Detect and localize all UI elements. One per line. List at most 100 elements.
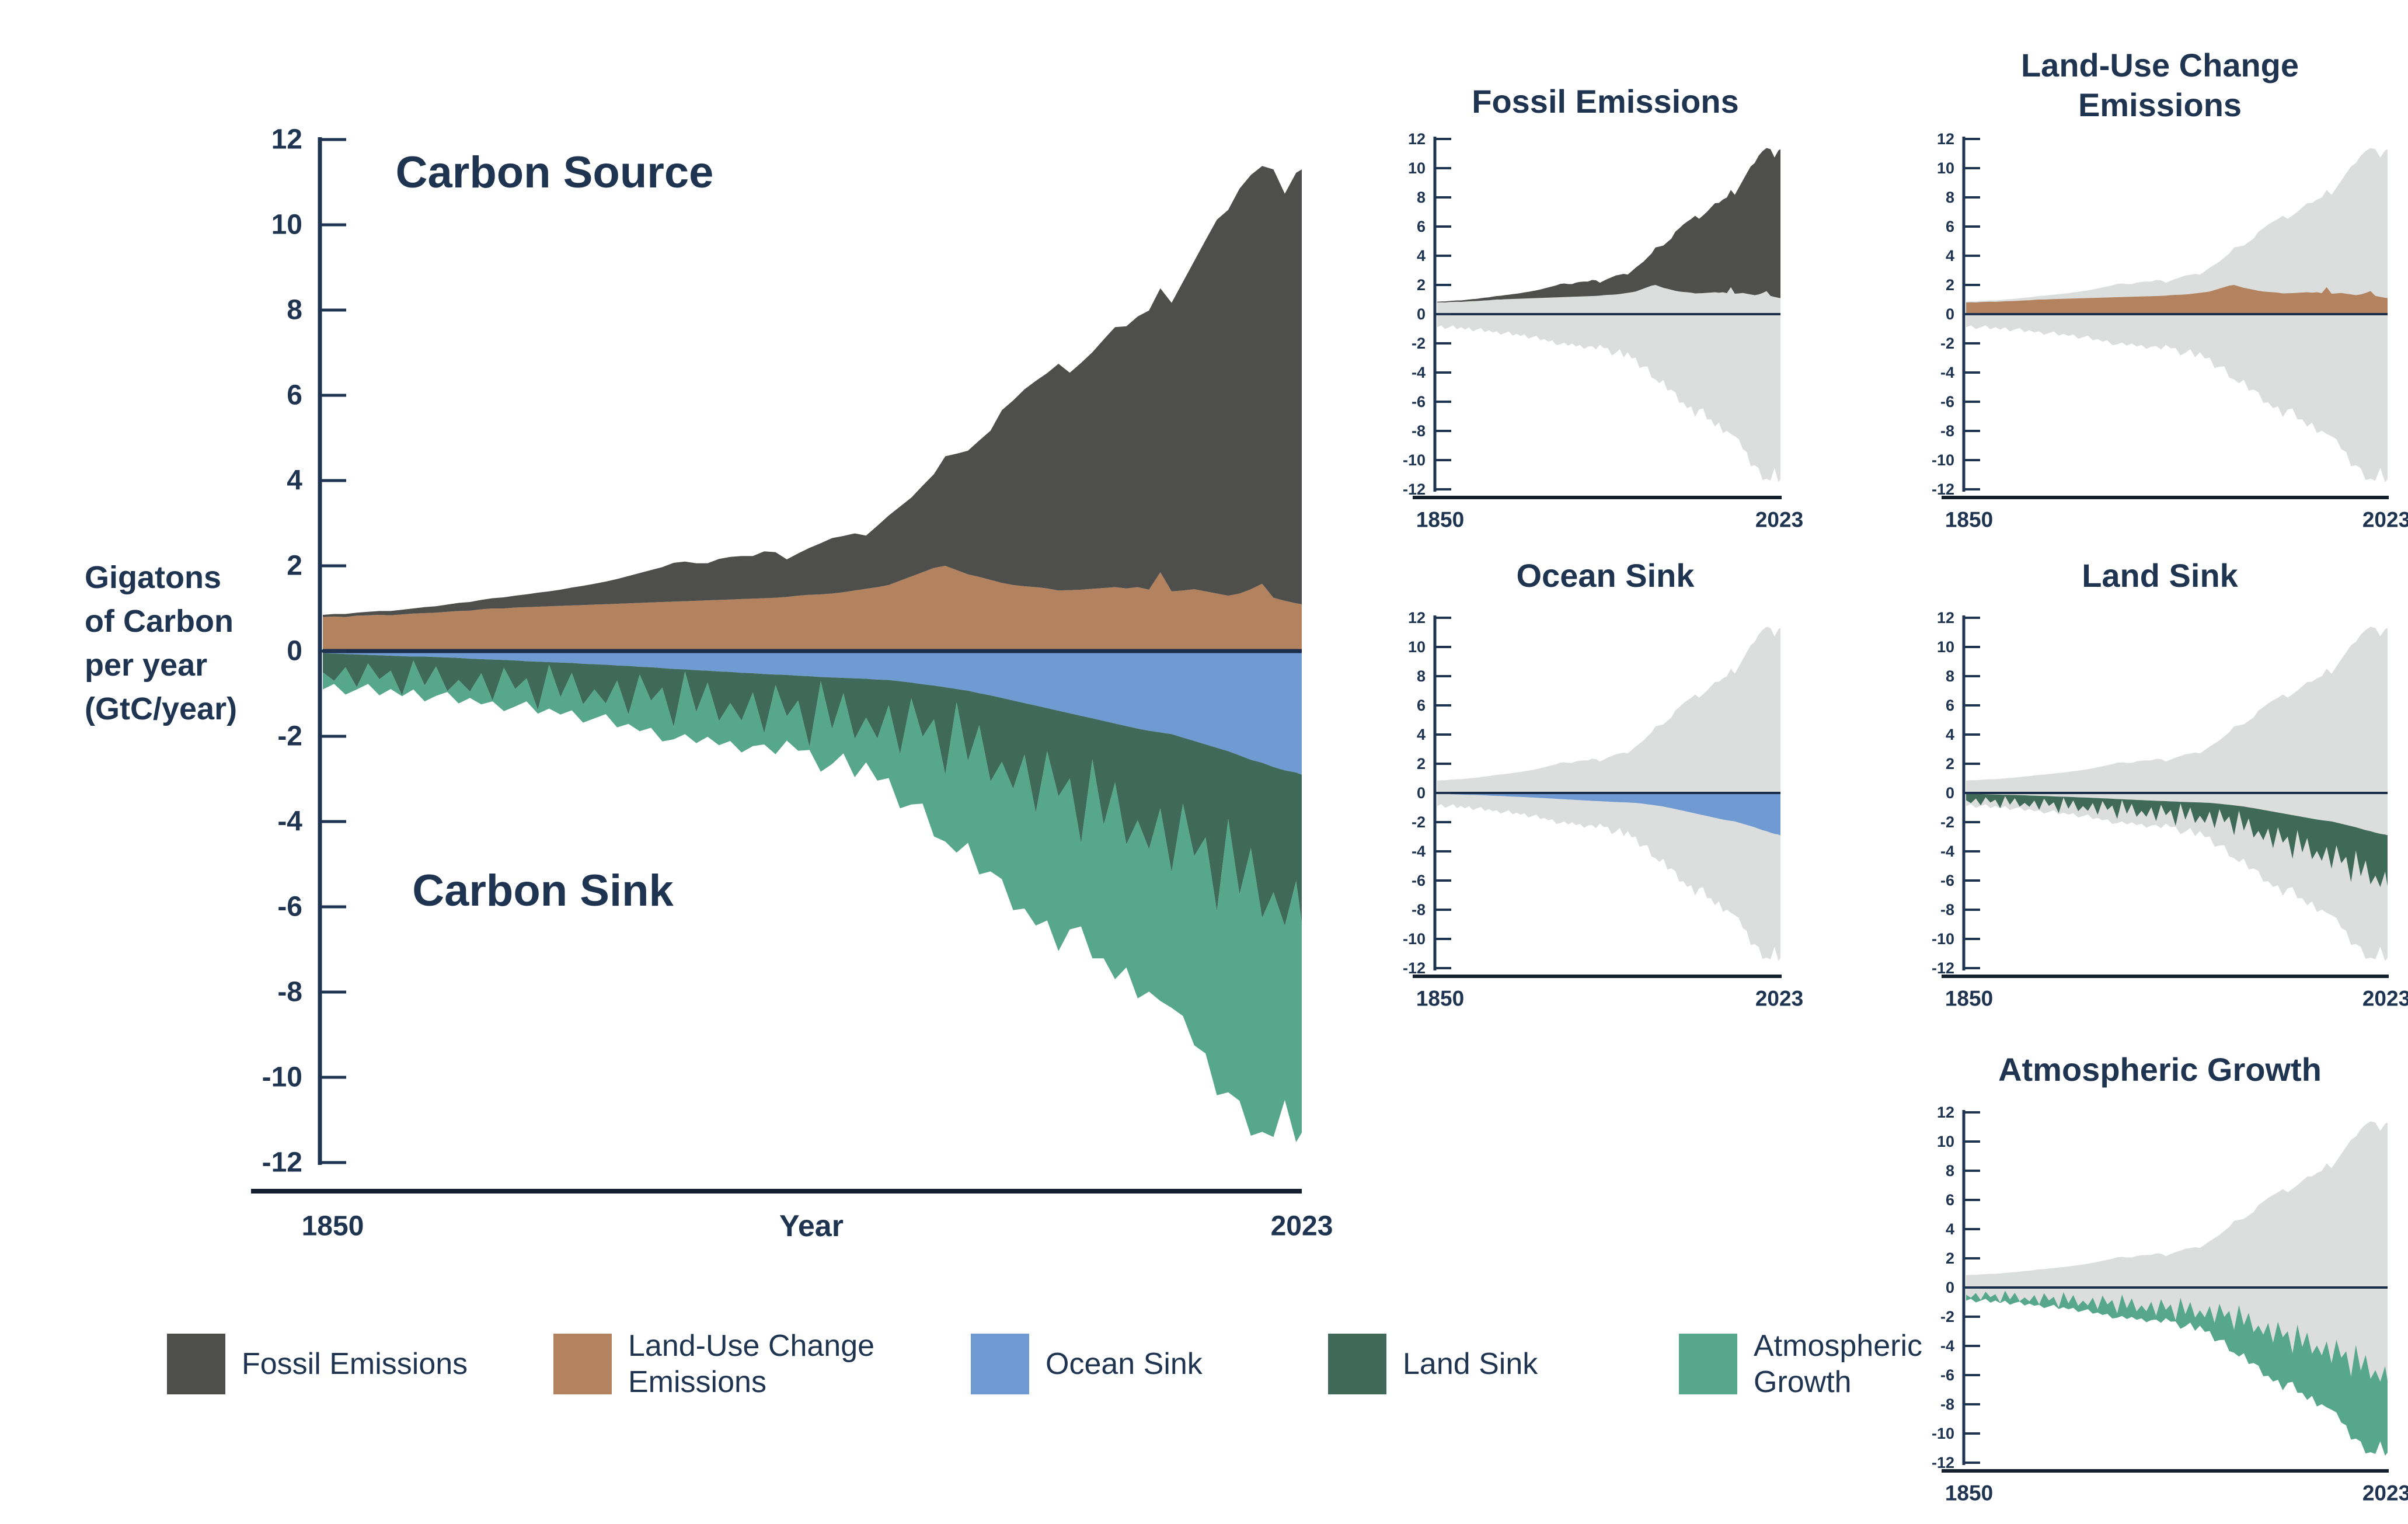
y-tick-label: 2 bbox=[1417, 276, 1426, 294]
y-tick-label: -12 bbox=[1403, 959, 1426, 977]
legend-swatch-atm bbox=[1679, 1334, 1737, 1394]
y-tick-label: -2 bbox=[1940, 335, 1954, 352]
area-fossil bbox=[323, 166, 1302, 617]
y-tick-label: 4 bbox=[1946, 1220, 1954, 1238]
y-axis-title-line: of Carbon bbox=[85, 604, 234, 639]
area-ocean bbox=[323, 651, 1302, 775]
carbon-sink-title: Carbon Sink bbox=[412, 866, 674, 916]
y-tick-label: 10 bbox=[1937, 159, 1954, 177]
y-tick-label: 12 bbox=[1408, 609, 1426, 627]
y-tick-label: 6 bbox=[287, 380, 302, 411]
legend-item-luc: Land-Use Change Emissions bbox=[553, 1329, 908, 1399]
x-tick-label: 2023 bbox=[1271, 1211, 1333, 1242]
y-axis-title: Gigatons of Carbon per year (GtC/year) bbox=[85, 556, 295, 731]
y-tick-label: 2 bbox=[1946, 755, 1954, 773]
y-tick-label: -4 bbox=[277, 806, 302, 837]
y-tick-label: -2 bbox=[1412, 335, 1426, 352]
y-tick-label: 0 bbox=[1417, 305, 1426, 323]
x-tick-label: 2023 bbox=[2362, 987, 2408, 1011]
y-tick-label: 4 bbox=[1946, 726, 1954, 743]
chart-atm-svg: 12 10 8 6 4 2 0 -2 -4 -6 -8 -10 -12 1850 2023 bbox=[1932, 1104, 2408, 1505]
area-luc bbox=[323, 566, 1302, 651]
chart-land-svg: 12 10 8 6 4 2 0 -2 -4 -6 -8 -10 -12 1850 2023 bbox=[1932, 609, 2408, 1011]
y-tick-label: -12 bbox=[1932, 1454, 1954, 1471]
x-axis-title: Year bbox=[779, 1209, 844, 1243]
small-chart-title-atm: Atmospheric Growth bbox=[1998, 1051, 2322, 1088]
legend-item-atm: Atmospheric Growth bbox=[1679, 1329, 1958, 1399]
y-tick-label: 0 bbox=[1417, 784, 1426, 802]
y-tick-label: 10 bbox=[1937, 1133, 1954, 1150]
x-tick-label: 2023 bbox=[2362, 508, 2408, 532]
x-tick-label: 2023 bbox=[1755, 987, 1803, 1011]
area-fossil-highlight bbox=[1437, 148, 1780, 302]
y-tick-label: -6 bbox=[1940, 393, 1954, 410]
area-ocean-highlight bbox=[1437, 793, 1780, 836]
small-chart-title-land: Land Sink bbox=[2082, 557, 2238, 594]
area-atm-highlight bbox=[1966, 1290, 2388, 1456]
legend-swatch-ocean bbox=[971, 1334, 1029, 1394]
legend-swatch-luc bbox=[553, 1334, 612, 1394]
legend-item-land: Land Sink bbox=[1328, 1334, 1584, 1394]
y-tick-label: -10 bbox=[1403, 451, 1426, 469]
y-tick-label: -4 bbox=[1940, 843, 1954, 860]
y-tick-label: 12 bbox=[1937, 130, 1954, 148]
y-tick-label: -4 bbox=[1412, 364, 1426, 381]
y-tick-label: 2 bbox=[1946, 276, 1954, 294]
y-tick-label: -8 bbox=[1940, 1396, 1954, 1413]
y-tick-label: -2 bbox=[1412, 813, 1426, 831]
area-source-muted bbox=[1437, 627, 1780, 793]
area-atm bbox=[323, 660, 1302, 1142]
y-tick-label: 6 bbox=[1417, 697, 1426, 714]
x-tick-label: 2023 bbox=[2362, 1481, 2408, 1505]
y-tick-label: -12 bbox=[1932, 959, 1954, 977]
y-tick-label: 4 bbox=[1417, 247, 1426, 265]
area-land bbox=[323, 653, 1302, 926]
y-tick-label: 2 bbox=[1946, 1250, 1954, 1267]
x-tick-label: 1850 bbox=[1945, 508, 1993, 532]
y-tick-label: -6 bbox=[277, 892, 302, 923]
y-tick-label: 6 bbox=[1946, 1191, 1954, 1209]
x-tick-label: 1850 bbox=[1945, 987, 1993, 1011]
y-tick-label: 0 bbox=[287, 636, 302, 667]
y-tick-label: -8 bbox=[1940, 422, 1954, 440]
y-tick-label: 12 bbox=[1408, 130, 1426, 148]
y-tick-label: -2 bbox=[1940, 1308, 1954, 1325]
legend-label-land: Land Sink bbox=[1403, 1347, 1538, 1381]
small-chart-title-luc: Land-Use Change Emissions bbox=[2020, 47, 2299, 123]
x-tick-label: 1850 bbox=[302, 1211, 364, 1242]
y-tick-label: 12 bbox=[1937, 1104, 1954, 1121]
y-tick-label: 6 bbox=[1946, 697, 1954, 714]
y-tick-label: 0 bbox=[1946, 1279, 1954, 1296]
area-sink-muted bbox=[1437, 793, 1780, 961]
y-tick-label: -8 bbox=[1412, 422, 1426, 440]
y-tick-label: 2 bbox=[287, 551, 302, 582]
y-tick-label: -4 bbox=[1412, 843, 1426, 860]
y-tick-label: 10 bbox=[1408, 159, 1426, 177]
y-tick-label: 0 bbox=[1946, 784, 1954, 802]
legend-label-fossil: Fossil Emissions bbox=[242, 1347, 468, 1381]
x-tick-label: 1850 bbox=[1416, 987, 1464, 1011]
legend-swatch-fossil bbox=[167, 1334, 225, 1394]
y-tick-label: -8 bbox=[1412, 901, 1426, 918]
y-tick-label: -10 bbox=[1403, 930, 1426, 948]
y-tick-label: 4 bbox=[1946, 247, 1954, 265]
y-tick-label: -4 bbox=[1940, 1337, 1954, 1355]
y-tick-label: 4 bbox=[287, 465, 302, 496]
chart-fossil-svg: 12 10 8 6 4 2 0 -2 -4 -6 -8 -10 -12 1850 2023 bbox=[1403, 130, 1803, 532]
chart-main-svg: 12 10 8 6 4 2 0 -2 -4 -6 -8 -10 -12 1850 2023 bbox=[251, 124, 1333, 1242]
small-chart-title-ocean: Ocean Sink bbox=[1516, 557, 1695, 594]
y-tick-label: -8 bbox=[1940, 901, 1954, 918]
y-tick-label: 12 bbox=[1937, 609, 1954, 627]
y-tick-label: 8 bbox=[1946, 189, 1954, 206]
y-tick-label: 10 bbox=[271, 210, 302, 241]
legend-item-fossil: Fossil Emissions bbox=[167, 1334, 493, 1394]
area-source-muted bbox=[1966, 148, 2388, 314]
area-source-muted bbox=[1966, 1121, 2388, 1288]
y-tick-label: 6 bbox=[1417, 218, 1426, 235]
y-axis-title-line: (GtC/year) bbox=[85, 691, 238, 726]
area-sink-muted bbox=[1966, 1288, 2388, 1456]
y-tick-label: -12 bbox=[262, 1147, 302, 1178]
y-tick-label: 8 bbox=[287, 295, 302, 326]
y-tick-label: 10 bbox=[1408, 638, 1426, 656]
y-tick-label: 4 bbox=[1417, 726, 1426, 743]
